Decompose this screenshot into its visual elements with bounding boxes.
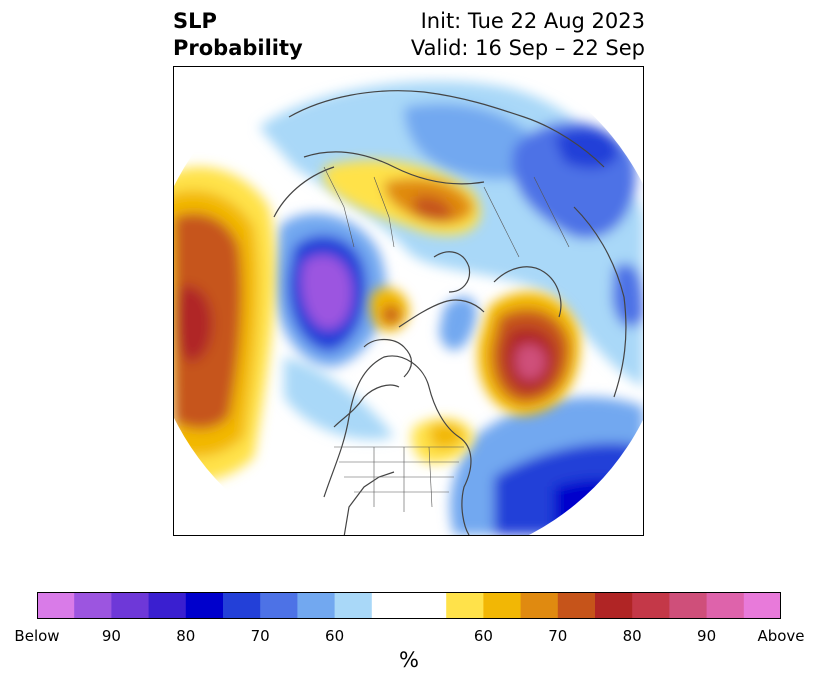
colorbar-swatch bbox=[557, 592, 596, 619]
colorbar-swatch bbox=[334, 592, 373, 619]
colorbar-swatch bbox=[185, 592, 224, 619]
colorbar-tick-label: 90 bbox=[697, 627, 717, 645]
colorbar-tick-label: 80 bbox=[622, 627, 642, 645]
colorbar-tick-label: 60 bbox=[473, 627, 493, 645]
colorbar-swatch bbox=[446, 592, 484, 619]
colorbar-unit-label: % bbox=[399, 648, 419, 672]
colorbar-tick-label: 70 bbox=[250, 627, 270, 645]
colorbar-tick-label: Above bbox=[757, 627, 805, 645]
colorbar-swatch bbox=[483, 592, 522, 619]
border-lines bbox=[323, 166, 570, 512]
chart-title-variable: SLP Probability bbox=[173, 8, 303, 62]
colorbar-swatch bbox=[148, 592, 187, 619]
colorbar bbox=[37, 592, 781, 619]
title-variable-line2: Probability bbox=[173, 36, 303, 60]
colorbar-border bbox=[37, 592, 781, 619]
colorbar-swatch bbox=[632, 592, 670, 619]
polar-map bbox=[173, 66, 644, 536]
colorbar-swatch bbox=[260, 592, 298, 619]
valid-date-label: Valid: 16 Sep – 22 Sep bbox=[410, 36, 645, 60]
colorbar-swatch bbox=[223, 592, 261, 619]
above-normal-shading bbox=[174, 160, 580, 481]
colorbar-tick-label: 80 bbox=[176, 627, 196, 645]
colorbar-swatch bbox=[37, 592, 75, 619]
coastlines bbox=[273, 90, 627, 535]
polar-map-canvas bbox=[174, 67, 643, 535]
colorbar-swatch bbox=[111, 592, 150, 619]
colorbar-tick-label: 60 bbox=[325, 627, 345, 645]
colorbar-swatch bbox=[520, 592, 559, 619]
colorbar-swatch bbox=[297, 592, 336, 619]
colorbar-tick-label: 70 bbox=[548, 627, 568, 645]
colorbar-tick-label: Below bbox=[14, 627, 60, 645]
chart-title-dates: Init: Tue 22 Aug 2023 Valid: 16 Sep – 22… bbox=[411, 8, 645, 62]
colorbar-tick-label: 90 bbox=[101, 627, 121, 645]
colorbar-swatch bbox=[595, 592, 633, 619]
colorbar-swatch bbox=[706, 592, 745, 619]
init-date-label: Init: Tue 22 Aug 2023 bbox=[420, 9, 645, 33]
colorbar-swatch bbox=[74, 592, 112, 619]
colorbar-swatches bbox=[37, 592, 781, 619]
colorbar-swatch bbox=[371, 592, 447, 619]
colorbar-swatch bbox=[743, 592, 781, 619]
title-variable-line1: SLP bbox=[173, 9, 217, 33]
colorbar-swatch bbox=[669, 592, 708, 619]
